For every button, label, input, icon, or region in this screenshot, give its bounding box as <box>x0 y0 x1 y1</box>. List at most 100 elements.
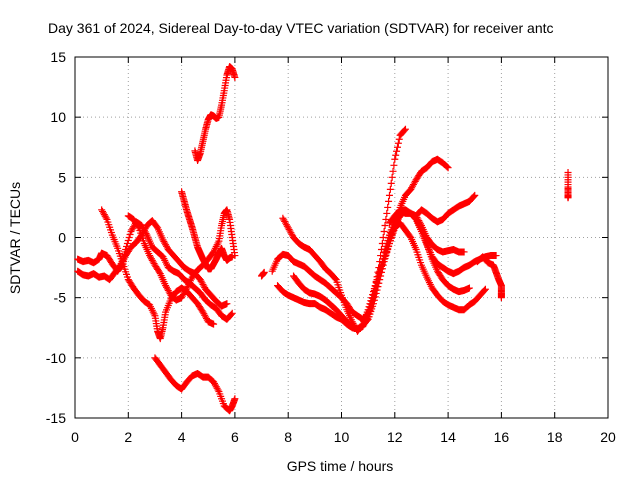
series-s7 <box>151 354 239 415</box>
data-point <box>223 300 231 308</box>
data-point <box>564 194 572 202</box>
data-point <box>366 307 374 315</box>
data-point <box>401 125 409 133</box>
x-tick-label: 18 <box>547 429 563 445</box>
data-point <box>369 297 377 305</box>
data-point <box>260 268 268 276</box>
data-point <box>375 272 383 280</box>
data-point <box>385 197 393 205</box>
data-point <box>227 310 235 318</box>
data-point <box>460 248 468 256</box>
data-point <box>125 234 133 241</box>
data-point <box>231 395 239 403</box>
series-s17 <box>564 169 572 202</box>
y-tick-label: 10 <box>50 109 66 125</box>
data-point <box>394 139 402 147</box>
data-point <box>390 161 398 169</box>
x-tick-label: 2 <box>124 429 132 445</box>
series-s14 <box>380 207 468 256</box>
x-tick-label: 12 <box>387 429 403 445</box>
data-point <box>210 320 218 328</box>
data-point <box>123 240 131 248</box>
x-tick-label: 10 <box>334 429 350 445</box>
series-s10 <box>274 219 489 333</box>
data-point <box>465 284 473 292</box>
data-point <box>381 221 389 229</box>
data-point <box>369 294 377 302</box>
x-tick-label: 4 <box>178 429 186 445</box>
series-s16 <box>473 253 505 302</box>
data-point <box>386 185 394 193</box>
data-point <box>492 252 500 260</box>
x-tick-label: 6 <box>231 429 239 445</box>
y-tick-label: -15 <box>46 410 66 426</box>
data-point <box>102 214 110 222</box>
data-point <box>444 164 452 172</box>
data-point <box>382 215 390 223</box>
series-s3 <box>98 206 218 343</box>
y-tick-label: -10 <box>46 350 66 366</box>
data-point <box>378 258 386 266</box>
grid-lines <box>75 57 608 418</box>
data-point <box>393 147 401 155</box>
data-point <box>363 315 371 323</box>
data-point <box>126 230 134 238</box>
x-axis-label: GPS time / hours <box>287 458 394 474</box>
data-point <box>367 303 375 311</box>
data-point <box>364 313 372 321</box>
series-s2 <box>74 217 231 310</box>
data-point <box>392 151 400 159</box>
data-point <box>443 163 451 171</box>
data-point <box>374 276 382 284</box>
y-axis: -15 -10 -5 0 5 10 15 <box>46 49 608 426</box>
series-s4 <box>124 206 239 304</box>
x-tick-label: 16 <box>494 429 510 445</box>
data-point <box>372 283 380 291</box>
data-point <box>387 179 395 187</box>
data-points <box>74 63 572 415</box>
y-tick-label: 0 <box>58 230 66 246</box>
data-point <box>393 143 401 151</box>
x-tick-label: 20 <box>600 429 616 445</box>
x-axis: 0 2 4 6 8 10 12 14 16 18 20 <box>71 57 616 445</box>
series-s6 <box>191 63 239 164</box>
series-s8 <box>258 268 268 280</box>
data-point <box>124 237 132 245</box>
y-tick-label: 15 <box>50 49 66 65</box>
y-axis-label: SDTVAR / TECUs <box>7 182 23 294</box>
data-point <box>134 222 142 230</box>
data-point <box>497 294 505 302</box>
y-tick-label: 5 <box>58 169 66 185</box>
data-point <box>380 227 388 235</box>
data-point <box>373 279 381 287</box>
data-point <box>417 220 425 228</box>
data-point <box>471 191 479 199</box>
data-point <box>391 155 399 163</box>
data-point <box>383 209 391 217</box>
data-point <box>370 290 378 298</box>
data-point <box>481 286 489 294</box>
data-point <box>331 275 339 283</box>
data-point <box>371 286 379 294</box>
data-point <box>365 310 373 318</box>
data-point <box>384 203 392 211</box>
data-point <box>379 255 387 263</box>
x-tick-label: 14 <box>440 429 456 445</box>
data-point <box>481 285 489 293</box>
data-point <box>401 126 409 134</box>
data-point <box>376 269 384 277</box>
data-point <box>368 300 376 308</box>
data-point <box>231 73 239 81</box>
data-point <box>228 253 236 261</box>
y-tick-label: -5 <box>54 290 67 306</box>
data-point <box>228 309 236 317</box>
data-point <box>388 173 396 181</box>
data-point <box>385 191 393 199</box>
data-point <box>389 167 397 175</box>
data-point <box>377 265 385 273</box>
series-s5 <box>178 188 236 273</box>
data-point <box>377 262 385 270</box>
data-point <box>214 386 222 394</box>
